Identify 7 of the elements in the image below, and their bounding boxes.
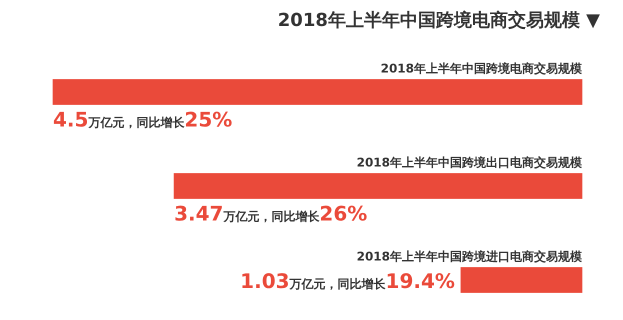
chart-title: 2018年上半年中国跨境电商交易规模 ▼	[278, 9, 600, 32]
data-label: 4.5万亿元，同比增长25%	[53, 108, 232, 132]
y-tick-label: 2018年上半年中国跨境电商交易规模	[380, 62, 582, 76]
data-label: 3.47万亿元，同比增长26%	[174, 202, 368, 226]
y-tick-label: 2018年上半年中国跨境进口电商交易规模	[356, 250, 582, 264]
y-tick-label: 2018年上半年中国跨境出口电商交易规模	[356, 156, 582, 170]
data-label: 1.03万亿元，同比增长19.4%	[240, 269, 455, 293]
